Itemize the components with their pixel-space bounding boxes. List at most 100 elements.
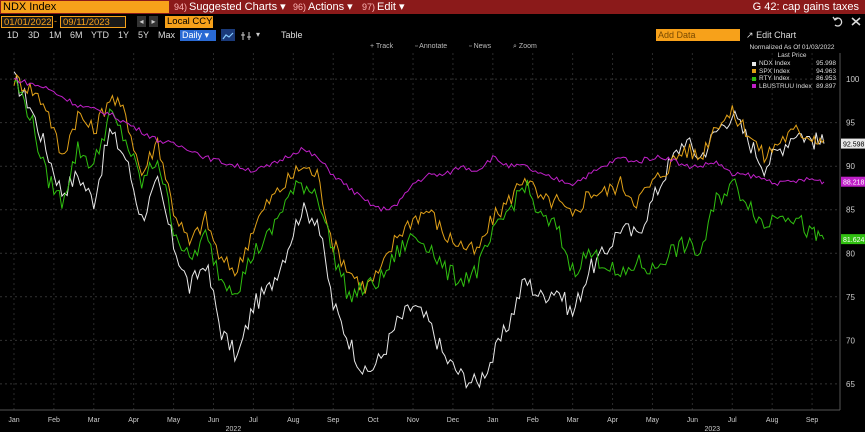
axis-value-label: 88.218 xyxy=(843,180,865,187)
prev-period-icon[interactable]: ◂ xyxy=(137,16,146,27)
menu-number: 96) xyxy=(293,2,307,12)
y-tick-label: 95 xyxy=(846,119,855,128)
line-chart-icon[interactable] xyxy=(221,29,235,41)
menu-label: Edit xyxy=(377,1,396,13)
x-tick-label: Jan xyxy=(8,417,19,424)
y-tick-label: 100 xyxy=(846,75,860,84)
menu-label: Suggested Charts xyxy=(189,1,278,13)
axis-value-tag xyxy=(841,176,865,187)
x-tick-label: Jun xyxy=(687,417,698,424)
series-line-ndx-index xyxy=(13,71,825,390)
x-tick-label: Aug xyxy=(766,417,779,424)
period-3d[interactable]: 3D xyxy=(28,30,40,40)
zoom-tool[interactable]: ⌕ Zoom xyxy=(513,43,537,50)
y-tick-label: 75 xyxy=(846,293,855,302)
annotate-tool[interactable]: ▫ Annotate xyxy=(415,43,448,50)
period-1d[interactable]: 1D xyxy=(7,30,19,40)
x-year-label: 2022 xyxy=(226,426,242,432)
table-button[interactable]: Table xyxy=(281,30,303,40)
next-period-icon[interactable]: ▸ xyxy=(149,16,158,27)
add-data-input[interactable]: Add Data xyxy=(656,29,740,41)
x-tick-label: Jul xyxy=(249,417,258,424)
more-options-icon[interactable]: ▾ xyxy=(256,30,261,39)
period-5y[interactable]: 5Y xyxy=(138,30,150,40)
chart-legend: Normalized As Of 01/03/2022 Last Price N… xyxy=(746,44,838,96)
undo-icon[interactable] xyxy=(830,15,846,28)
news-tool[interactable]: ▫ News xyxy=(469,43,492,50)
x-tick-label: Apr xyxy=(607,417,619,424)
currency-select[interactable]: Local CCY xyxy=(165,16,213,28)
legend-row-ndx: NDX Index 95.998 xyxy=(746,60,838,68)
x-year-label: 2023 xyxy=(705,426,721,432)
chevron-down-icon: ▾ xyxy=(280,1,286,13)
x-tick-label: Mar xyxy=(88,417,101,424)
y-tick-label: 90 xyxy=(846,162,855,171)
annotate-tool-label: Annotate xyxy=(419,43,448,50)
period-row: 1D 3D 1M 6M YTD 1Y 5Y Max Daily ▾ ▾ Tabl… xyxy=(0,29,865,42)
y-tick-label: 70 xyxy=(846,336,855,345)
x-tick-label: Jan xyxy=(487,417,498,424)
legend-swatch xyxy=(752,76,756,81)
y-tick-label: 85 xyxy=(846,206,855,215)
end-date-input[interactable]: 09/11/2023 xyxy=(60,16,126,28)
edit-chart-arrow-icon: ↗ xyxy=(746,30,754,40)
frequency-select[interactable]: Daily ▾ xyxy=(180,30,216,41)
chevron-down-icon: ▾ xyxy=(399,1,405,13)
legend-series-value: 95.998 xyxy=(816,60,836,67)
x-tick-label: Apr xyxy=(128,417,140,424)
suggested-charts-menu[interactable]: 94) Suggested Charts ▾ xyxy=(174,0,286,14)
y-tick-label: 65 xyxy=(846,380,855,389)
edit-menu[interactable]: 97) Edit ▾ xyxy=(362,0,405,14)
x-tick-label: May xyxy=(167,417,181,424)
x-tick-label: Feb xyxy=(48,417,60,424)
frequency-label: Daily xyxy=(182,30,203,40)
axis-value-label: 92.598 xyxy=(843,142,865,149)
series-line-lbustruu-index xyxy=(13,78,825,213)
chevron-down-icon: ▾ xyxy=(347,1,353,13)
legend-series-name: SPX Index xyxy=(759,67,790,75)
compare-icon[interactable] xyxy=(240,29,252,41)
line-chart-icon-glyph xyxy=(222,32,234,40)
x-tick-label: Nov xyxy=(407,417,420,424)
track-tool[interactable]: + Track xyxy=(370,43,394,50)
legend-series-name: LBUSTRUU Index xyxy=(759,82,812,90)
legend-series-name: NDX Index xyxy=(759,60,791,67)
period-1m[interactable]: 1M xyxy=(49,30,62,40)
axis-value-label: 81.624 xyxy=(843,237,865,244)
legend-swatch xyxy=(752,61,756,66)
edit-chart-label: Edit Chart xyxy=(756,30,797,40)
legend-series-value: 89.897 xyxy=(816,82,836,90)
actions-menu[interactable]: 96) Actions ▾ xyxy=(293,0,353,14)
date-range-row: 01/01/2022 - 09/11/2023 ◂ ▸ Local CCY xyxy=(0,15,865,28)
close-icon[interactable] xyxy=(848,15,864,28)
compare-icon-glyph xyxy=(241,32,251,40)
legend-row-lbustruu: LBUSTRUU Index 89.897 xyxy=(746,83,838,91)
legend-subheader: Last Price xyxy=(777,52,807,59)
top-toolbar: NDX Index 94) Suggested Charts ▾ 96) Actio… xyxy=(0,0,865,14)
track-tool-label: Track xyxy=(375,43,394,50)
legend-swatch xyxy=(752,69,756,73)
x-tick-label: Jul xyxy=(728,417,737,424)
series-line-rty-index xyxy=(13,79,825,303)
x-tick-label: Sep xyxy=(327,417,340,424)
period-1y[interactable]: 1Y xyxy=(118,30,130,40)
news-tool-label: News xyxy=(473,43,492,50)
period-ytd[interactable]: YTD xyxy=(91,30,109,40)
x-tick-label: Sep xyxy=(806,417,819,424)
x-tick-label: May xyxy=(646,417,660,424)
legend-header: Normalized As Of 01/03/2022 xyxy=(749,44,835,51)
legend-row-rty: RTY Index 86.953 xyxy=(746,75,838,83)
start-date-input[interactable]: 01/01/2022 xyxy=(1,16,53,28)
legend-swatch xyxy=(752,84,756,88)
x-tick-label: Oct xyxy=(368,417,379,424)
x-tick-label: Feb xyxy=(527,417,539,424)
period-6m[interactable]: 6M xyxy=(70,30,83,40)
chart-tools: + Track ▫ Annotate ▫ News ⌕ Zoom xyxy=(370,43,557,51)
legend-row-spx: SPX Index 94.963 xyxy=(746,68,838,76)
period-max[interactable]: Max xyxy=(158,30,176,40)
ticker-input[interactable]: NDX Index xyxy=(1,1,169,13)
edit-chart-button[interactable]: ↗ Edit Chart xyxy=(746,29,796,41)
legend-series-value: 94.963 xyxy=(816,67,836,75)
zoom-tool-label: Zoom xyxy=(518,43,537,50)
